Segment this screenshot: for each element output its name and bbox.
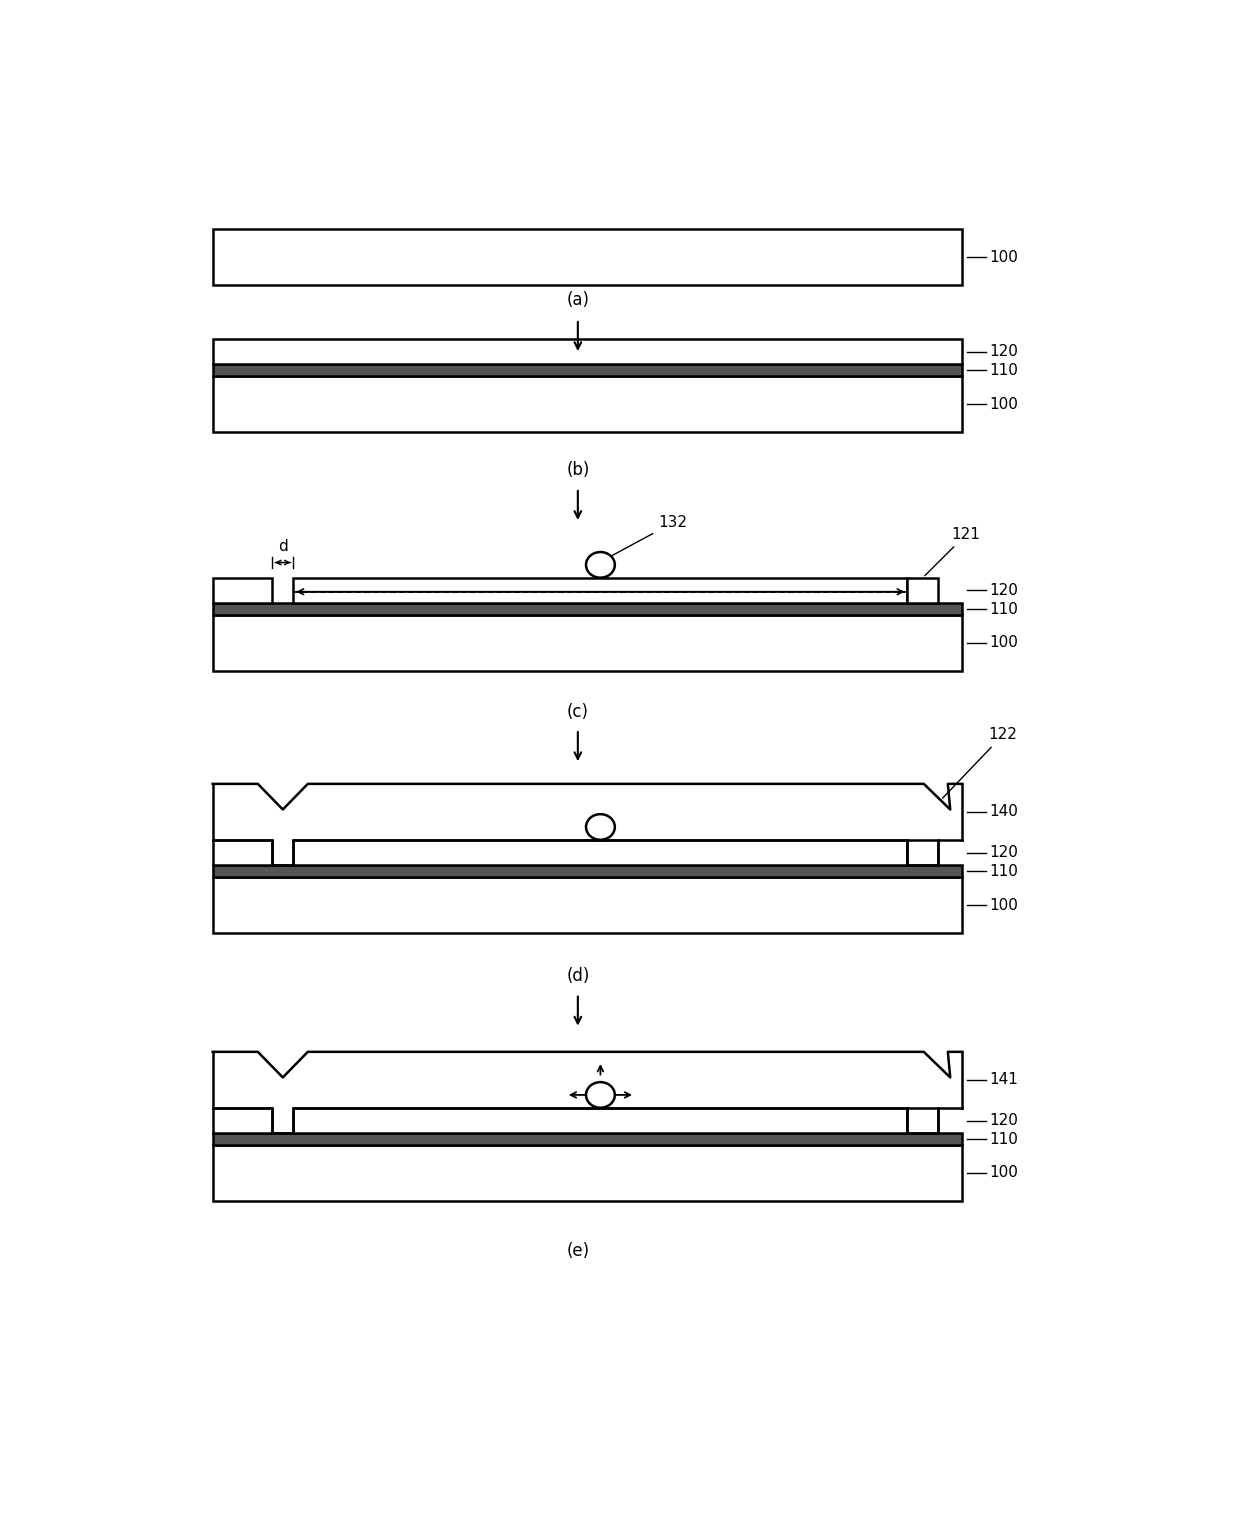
Bar [213,1108,273,1133]
Bar [294,578,908,604]
Bar [213,878,962,934]
Text: 132: 132 [611,516,687,555]
Text: 110: 110 [990,602,1018,617]
Text: 120: 120 [990,1114,1018,1129]
Bar [213,230,962,286]
Bar [294,1108,908,1133]
Bar [213,377,962,433]
Bar [213,1133,962,1145]
Bar [213,1145,962,1201]
Ellipse shape [587,1082,615,1108]
Ellipse shape [587,814,615,840]
Text: d: d [278,539,288,554]
Bar [908,578,939,604]
Bar [213,339,962,365]
Text: 110: 110 [990,1132,1018,1147]
Text: 121: 121 [925,527,981,576]
Text: 100: 100 [990,1165,1018,1180]
Bar [213,365,962,377]
Text: (b): (b) [567,461,589,480]
Bar [213,604,962,614]
Text: 141: 141 [990,1073,1018,1088]
Text: 120: 120 [990,583,1018,598]
Text: 120: 120 [990,343,1018,359]
Text: 100: 100 [990,396,1018,412]
Text: 110: 110 [990,864,1018,879]
Bar [213,578,273,604]
Bar [908,1108,939,1133]
Bar [908,840,939,865]
Text: (d): (d) [567,967,589,985]
Text: (e): (e) [567,1242,589,1260]
Text: (c): (c) [567,702,589,720]
Text: 100: 100 [990,897,1018,912]
Text: 110: 110 [990,363,1018,378]
Bar [213,865,962,878]
Text: 100: 100 [990,250,1018,265]
Text: 140: 140 [990,805,1018,820]
Bar [213,840,273,865]
Bar [213,614,962,670]
Text: (a): (a) [567,292,589,309]
Text: 120: 120 [990,846,1018,859]
Ellipse shape [587,552,615,578]
Text: 100: 100 [990,635,1018,651]
Bar [294,840,908,865]
Text: 122: 122 [942,728,1018,799]
